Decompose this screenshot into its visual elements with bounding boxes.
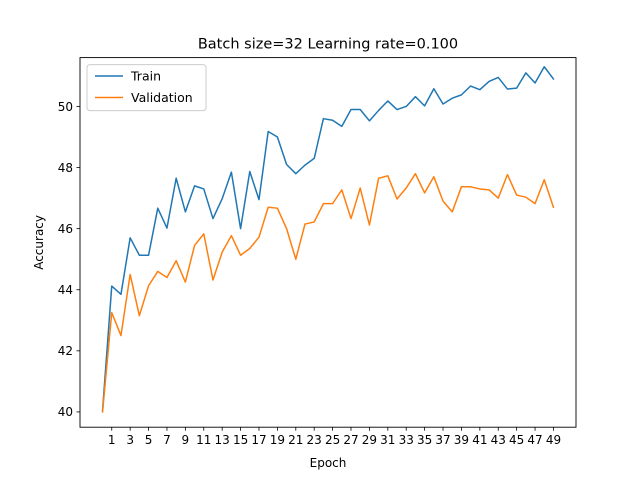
x-tick-label: 27: [343, 433, 358, 447]
x-tick-label: 49: [546, 433, 561, 447]
y-tick-label: 48: [58, 161, 73, 175]
chart-title: Batch size=32 Learning rate=0.100: [198, 37, 458, 53]
x-tick-label: 5: [145, 433, 153, 447]
x-tick-label: 13: [215, 433, 230, 447]
x-axis-title: Epoch: [310, 456, 347, 470]
x-tick-label: 19: [270, 433, 285, 447]
x-tick-label: 39: [454, 433, 469, 447]
x-tick-label: 37: [435, 433, 450, 447]
x-tick-label: 9: [182, 433, 190, 447]
x-tick-label: 11: [196, 433, 211, 447]
series-line-train: [101, 66, 555, 412]
x-tick-label: 3: [126, 433, 134, 447]
x-tick-label: 47: [527, 433, 542, 447]
legend-label-validation: Validation: [131, 90, 193, 105]
y-axis-title: Accuracy: [32, 215, 46, 270]
series-line-validation: [101, 172, 555, 413]
plot-frame: [79, 57, 577, 428]
x-tick-label: 17: [251, 433, 266, 447]
x-tick-label: 45: [509, 433, 524, 447]
x-tick-label: 31: [380, 433, 395, 447]
x-tick-label: 15: [233, 433, 248, 447]
x-tick-label: 1: [108, 433, 116, 447]
y-tick-label: 50: [58, 100, 73, 114]
x-tick-label: 41: [472, 433, 487, 447]
x-tick-label: 35: [417, 433, 432, 447]
legend: Train Validation: [86, 64, 207, 112]
x-tick-label: 43: [491, 433, 506, 447]
legend-label-train: Train: [130, 69, 161, 84]
x-tick-label: 23: [307, 433, 322, 447]
y-tick-label: 44: [58, 283, 73, 297]
series-layer: [101, 66, 555, 413]
y-tick-label: 42: [58, 344, 73, 358]
x-tick-label: 7: [163, 433, 171, 447]
x-tick-label: 29: [362, 433, 377, 447]
x-tick-label: 25: [325, 433, 340, 447]
y-axis-ticks: 40 42 44 46 48 50: [58, 100, 80, 419]
x-tick-label: 21: [288, 433, 303, 447]
x-axis-ticks: 1 3 5 7 9 11 13 15 17 19 21 23 25 27 29 31 33 35 37 39 41 43 4…: [108, 427, 561, 447]
y-tick-label: 46: [58, 222, 73, 236]
x-tick-label: 33: [399, 433, 414, 447]
y-tick-label: 40: [58, 405, 73, 419]
